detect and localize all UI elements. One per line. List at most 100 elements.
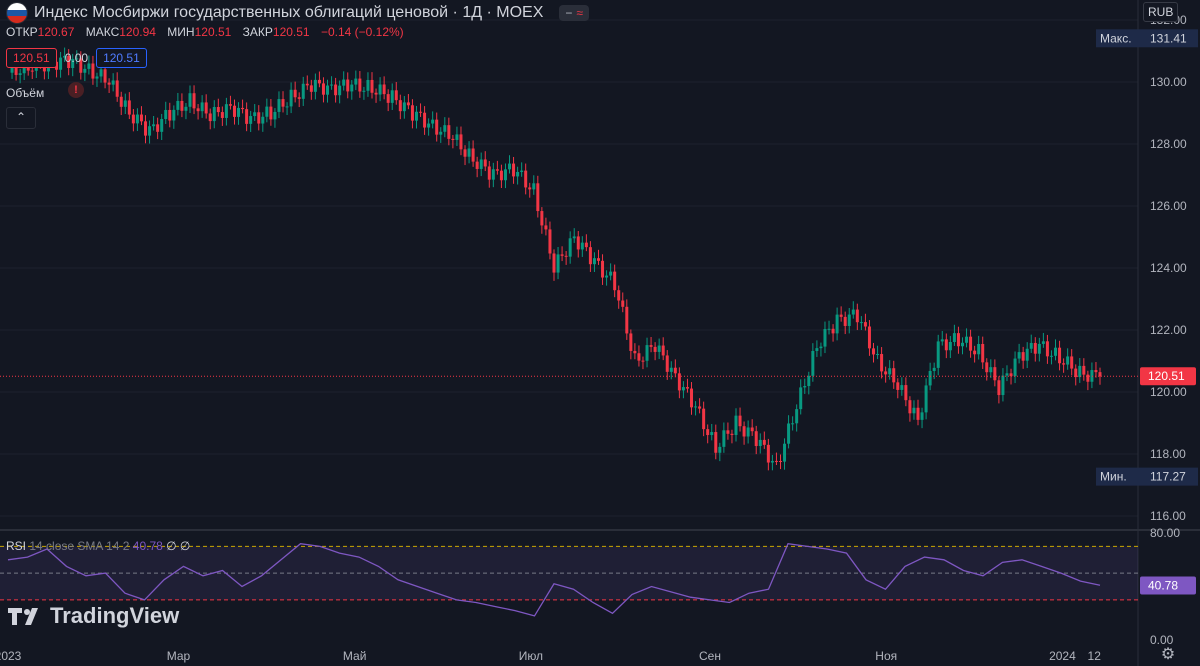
candle-body: [508, 163, 512, 170]
candle-body: [378, 84, 382, 95]
settings-icon[interactable]: ⚙: [1160, 646, 1176, 663]
candle-body: [629, 333, 633, 351]
candle-body: [237, 107, 241, 117]
candle-body: [770, 460, 774, 463]
candle-body: [410, 105, 414, 121]
candle-body: [920, 412, 924, 420]
candle-body: [512, 163, 516, 177]
candle-body: [876, 354, 880, 356]
candle-body: [940, 339, 944, 342]
tradingview-logo[interactable]: TradingView: [8, 603, 179, 629]
time-tick-label: 12: [1088, 649, 1102, 663]
min-marker-badge: [1096, 467, 1198, 486]
candle-body: [754, 431, 758, 447]
candle-body: [613, 271, 617, 291]
candle-body: [645, 345, 649, 361]
candle-body: [224, 104, 228, 118]
sell-price-box[interactable]: 120.51: [6, 48, 57, 68]
candle-body: [698, 406, 702, 409]
candle-body: [795, 409, 799, 424]
candle-body: [928, 370, 932, 386]
candle-body: [677, 373, 681, 391]
candle-body: [1013, 358, 1017, 377]
candle-body: [605, 275, 609, 278]
candle-body: [892, 368, 896, 383]
candle-body: [406, 102, 410, 106]
candle-body: [908, 400, 912, 414]
candle-body: [342, 79, 346, 86]
candle-body: [107, 82, 111, 85]
volume-label[interactable]: Объём: [6, 86, 45, 100]
candle-body: [451, 138, 455, 140]
candle-body: [714, 432, 718, 453]
collapse-legend-button[interactable]: ⌃: [6, 107, 36, 129]
candle-body: [831, 328, 835, 334]
candle-body: [317, 79, 321, 84]
warning-icon[interactable]: !: [68, 82, 84, 98]
candle-body: [390, 90, 394, 103]
minus-icon: −: [565, 6, 573, 20]
candle-body: [859, 322, 863, 324]
candle-body: [495, 169, 499, 171]
candle-body: [880, 354, 884, 372]
max-marker-value: 131.41: [1150, 31, 1187, 45]
candle-body: [487, 166, 491, 180]
candle-body: [475, 161, 479, 169]
candle-body: [382, 84, 386, 95]
close-label: ЗАКР: [242, 25, 273, 39]
candle-body: [435, 119, 439, 135]
candle-body: [95, 76, 99, 79]
symbol-title[interactable]: Индекс Мосбиржи государственных облигаци…: [34, 4, 544, 21]
candle-body: [204, 102, 208, 114]
candle-body: [164, 109, 168, 120]
candle-body: [617, 290, 621, 301]
candle-body: [326, 85, 330, 95]
candle-body: [681, 387, 685, 391]
candle-body: [14, 64, 18, 75]
min-marker-value: 117.27: [1150, 470, 1186, 484]
candle-body: [1033, 342, 1037, 354]
candle-body: [807, 375, 811, 387]
candle-body: [257, 112, 261, 124]
candle-body: [285, 106, 289, 108]
candle-body: [168, 109, 172, 121]
price-tick-label: 124.00: [1150, 261, 1187, 275]
buy-price-box[interactable]: 120.51: [96, 48, 147, 68]
candle-body: [912, 407, 916, 414]
candle-body: [1094, 370, 1098, 373]
candle-body: [960, 342, 964, 347]
candle-body: [1005, 373, 1009, 376]
time-tick-label: Июл: [519, 649, 543, 663]
candle-body: [742, 426, 746, 437]
candle-body: [969, 336, 973, 351]
candle-body: [621, 300, 625, 307]
candle-body: [196, 108, 200, 112]
candle-body: [334, 84, 338, 96]
candle-body: [503, 169, 507, 181]
rsi-legend[interactable]: RSI 14 close SMA 14 2 40.78 ∅ ∅: [6, 539, 190, 553]
candle-body: [455, 134, 459, 140]
candle-body: [184, 106, 188, 111]
rsi-extra: ∅ ∅: [166, 539, 191, 553]
low-value: 120.51: [194, 25, 232, 39]
candle-body: [402, 102, 406, 112]
currency-selector[interactable]: RUB: [1143, 2, 1179, 22]
candle-body: [653, 346, 657, 352]
candle-body: [67, 55, 71, 69]
candle-body: [1054, 347, 1058, 356]
candle-body: [560, 254, 564, 256]
candle-body: [669, 367, 673, 372]
price-tick-label: 130.00: [1150, 75, 1187, 89]
indicator-pill[interactable]: − ≈: [559, 5, 589, 21]
candle-body: [370, 79, 374, 93]
candle-body: [948, 342, 952, 351]
candle-body: [75, 58, 79, 60]
candle-body: [273, 111, 277, 120]
min-marker-label: Мин.: [1100, 470, 1127, 484]
candle-body: [431, 119, 435, 124]
candle-body: [261, 116, 265, 124]
candle-body: [297, 97, 301, 99]
candle-body: [471, 148, 475, 162]
candle-body: [778, 460, 782, 462]
